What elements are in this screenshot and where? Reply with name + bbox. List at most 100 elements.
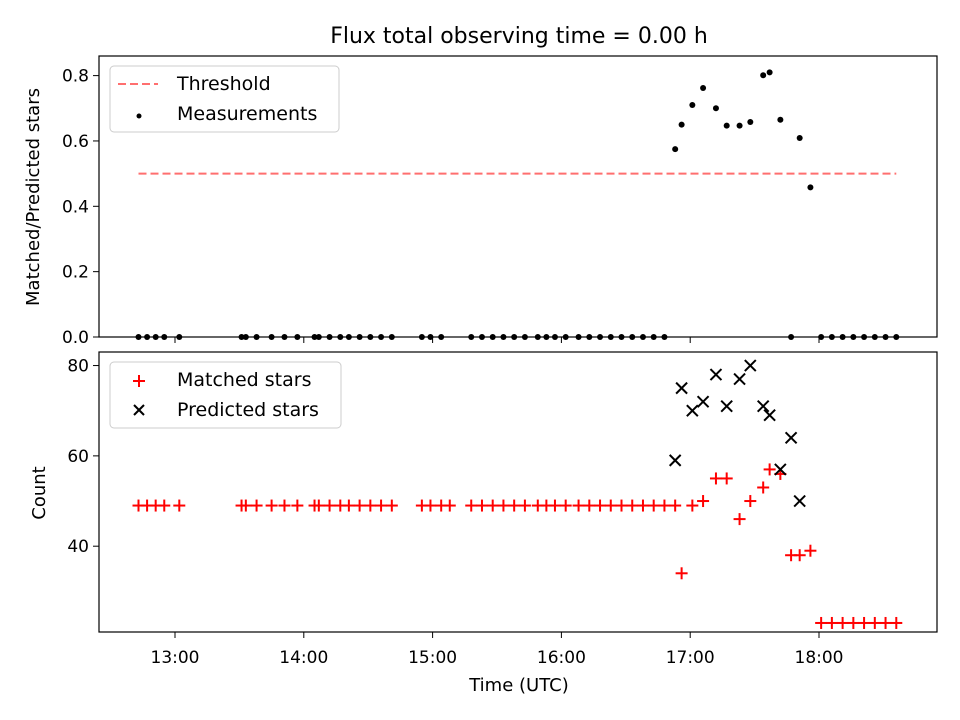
- top-axes-frame: [98, 55, 938, 338]
- legend-matched-swatch: [133, 375, 145, 387]
- matched-stars-point: [375, 499, 388, 512]
- legend-predicted-swatch: [133, 404, 145, 416]
- x-tick-label: 16:00: [537, 648, 586, 668]
- top-legend-box: [109, 65, 340, 133]
- matched-stars-point: [697, 495, 710, 508]
- measurement-point: [678, 121, 685, 128]
- matched-stars-point: [879, 616, 892, 629]
- y-tick-label: 40: [67, 537, 89, 557]
- measurement-point: [747, 119, 754, 126]
- bottom-legend: Matched stars Predicted stars: [109, 361, 342, 429]
- predicted-stars-point: [793, 494, 806, 508]
- predicted-stars-point: [686, 404, 699, 417]
- x-tick-label: 14:00: [279, 648, 328, 668]
- measurement-point: [777, 116, 784, 123]
- matched-stars-point: [312, 499, 325, 512]
- matched-stars-point: [615, 499, 628, 512]
- matched-stars-point: [158, 499, 171, 512]
- y-tick-label: 0.6: [62, 132, 89, 152]
- matched-stars-point: [364, 499, 377, 512]
- legend-predicted-label: Predicted stars: [177, 399, 319, 421]
- matched-stars-point: [548, 499, 561, 512]
- measurement-point: [700, 85, 707, 92]
- bottom-x-axis: 13:00 14:00 15:00 16:00 17:00 18:00: [151, 632, 844, 668]
- top-panel: Flux total observing time = 0.00 h 0.00.…: [23, 24, 938, 348]
- top-x-axis: [174, 337, 820, 343]
- bottom-legend-box: [109, 361, 342, 429]
- matched-stars-point: [278, 499, 291, 512]
- matched-stars-point: [793, 549, 806, 562]
- predicted-stars-point: [774, 463, 787, 476]
- matched-stars-point: [709, 472, 722, 485]
- matched-stars-point: [890, 616, 903, 629]
- matched-stars-point: [291, 499, 304, 512]
- matched-stars-point: [647, 499, 660, 512]
- matched-stars-point: [424, 499, 437, 512]
- matched-stars-point: [825, 616, 838, 629]
- top-y-axis: 0.0 0.2 0.4 0.6 0.8: [62, 67, 99, 348]
- matched-stars-point: [858, 616, 871, 629]
- matched-stars-point: [559, 499, 572, 512]
- measurement-point: [672, 146, 679, 153]
- predicted-stars-point: [763, 409, 776, 422]
- predicted-stars-point: [709, 368, 723, 381]
- predicted-stars-point: [744, 359, 757, 372]
- matched-stars-point: [353, 499, 366, 512]
- chart-title: Flux total observing time = 0.00 h: [330, 24, 708, 49]
- predicted-stars-point: [720, 399, 733, 413]
- measurement-point: [689, 102, 696, 109]
- matched-stars-point: [572, 499, 585, 512]
- measurement-point: [796, 135, 803, 142]
- matched-stars-point: [604, 499, 617, 512]
- matched-stars-point: [686, 499, 699, 512]
- legend-threshold-label: Threshold: [176, 73, 271, 95]
- matched-stars-point: [847, 616, 860, 629]
- matched-stars-point: [508, 499, 521, 512]
- x-tick-label: 18:00: [795, 648, 844, 668]
- legend-measurements-label: Measurements: [177, 103, 317, 125]
- matched-stars-point: [475, 499, 488, 512]
- matched-stars-point: [443, 499, 456, 512]
- matched-stars-point: [658, 499, 671, 512]
- matched-stars-point: [815, 616, 828, 629]
- x-tick-label: 15:00: [408, 648, 457, 668]
- matched-stars-point: [757, 481, 770, 494]
- measurement-point: [723, 122, 730, 129]
- measurement-point: [766, 69, 773, 76]
- bottom-y-axis: 40 60 80: [67, 357, 99, 557]
- matched-stars-point: [720, 472, 733, 485]
- bottom-axes-frame: [98, 351, 938, 633]
- legend-matched-label: Matched stars: [177, 369, 311, 391]
- matched-stars-point: [385, 499, 398, 512]
- matched-stars-point: [465, 499, 478, 512]
- matched-stars-point: [626, 499, 639, 512]
- matched-stars-point: [486, 499, 499, 512]
- matched-stars-point: [733, 513, 746, 526]
- predicted-stars-point: [756, 399, 770, 413]
- matched-stars-point: [836, 616, 849, 629]
- matched-stars-point: [323, 499, 336, 512]
- matched-stars-point: [265, 499, 278, 512]
- y-tick-label: 60: [67, 447, 89, 467]
- top-legend: Threshold Measurements: [109, 65, 340, 133]
- measurement-point: [807, 184, 814, 191]
- matched-stars-point: [497, 499, 510, 512]
- bottom-panel: 40 60 80 13:00 14:00 15:00 16:00 17:00 18:00 Co…: [29, 351, 938, 696]
- measurement-point: [760, 72, 767, 79]
- y-tick-label: 80: [67, 357, 89, 377]
- predicted-stars-point: [784, 431, 798, 445]
- bottom-y-axis-label: Count: [29, 466, 50, 519]
- matched-stars-point: [518, 499, 531, 512]
- predicted-stars-point: [668, 454, 682, 467]
- y-tick-label: 0.4: [62, 197, 89, 217]
- bottom-plot-marks: [132, 359, 903, 629]
- y-tick-label: 0.8: [62, 67, 89, 87]
- matched-stars-point: [594, 499, 607, 512]
- matched-stars-point: [583, 499, 596, 512]
- top-y-axis-label: Matched/Predicted stars: [23, 88, 44, 306]
- measurement-point: [736, 122, 743, 129]
- matched-stars-point: [763, 463, 776, 476]
- matched-stars-point: [675, 567, 688, 580]
- y-tick-label: 0.2: [62, 263, 89, 283]
